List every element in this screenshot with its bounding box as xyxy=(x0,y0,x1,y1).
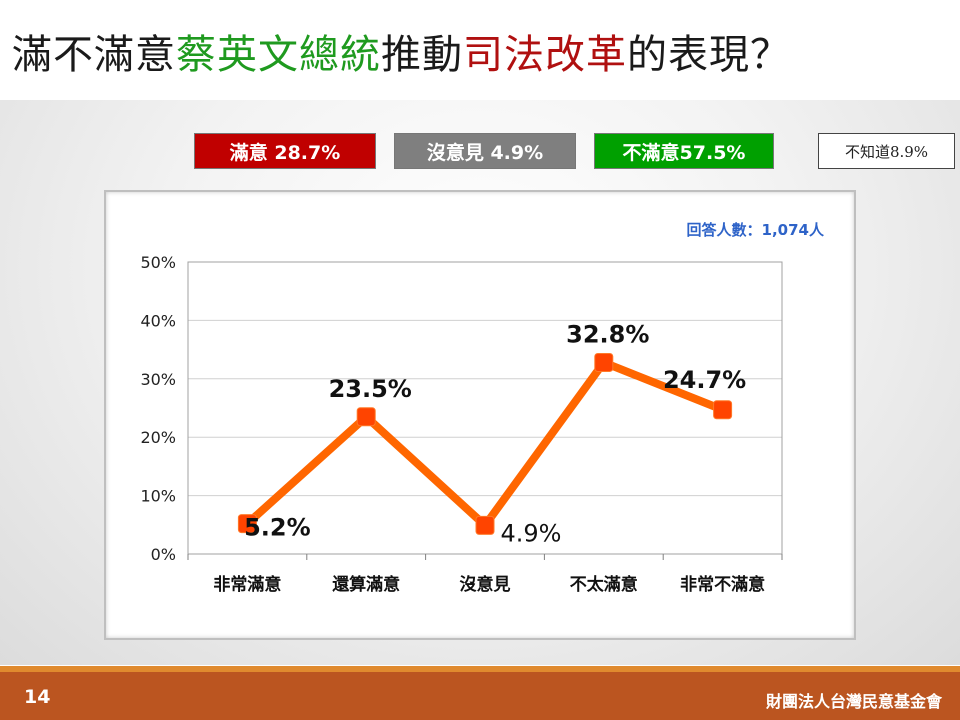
dissatisfied-badge: 不滿意57.5% xyxy=(594,133,774,169)
data-label: 32.8% xyxy=(566,320,649,348)
x-category-label: 還算滿意 xyxy=(332,574,400,595)
y-tick-label: 30% xyxy=(140,370,176,389)
title-part-1: 滿不滿意 xyxy=(12,32,176,78)
page-number: 14 xyxy=(24,686,51,708)
data-point-marker xyxy=(594,352,614,372)
y-tick-label: 10% xyxy=(140,487,176,506)
data-label: 23.5% xyxy=(329,375,412,403)
plot-area xyxy=(187,261,783,555)
dont-know-badge: 不知道8.9% xyxy=(818,133,955,169)
x-category-label: 非常滿意 xyxy=(213,574,281,595)
data-point-marker xyxy=(475,515,495,535)
data-point-marker xyxy=(356,407,376,427)
y-tick-label: 20% xyxy=(140,428,176,447)
data-point-marker xyxy=(237,514,257,534)
y-tick-label: 50% xyxy=(140,253,176,272)
title-judicial-reform: 司法改革 xyxy=(463,32,627,78)
data-point-marker xyxy=(713,400,733,420)
line-chart: 0% 10% 20% 30% 40% 50% 非常滿意 還算滿意 沒意見 不太滿意 非常不滿意 5.2… xyxy=(140,221,825,595)
title-part-5: 的表現？ xyxy=(627,32,791,78)
x-category-label: 沒意見 xyxy=(460,574,511,595)
series-line xyxy=(244,357,725,532)
x-category-label: 不太滿意 xyxy=(570,574,638,595)
x-category-label: 非常不滿意 xyxy=(680,574,765,595)
satisfied-badge: 滿意 28.7% xyxy=(194,133,376,169)
chart-frame: 0% 10% 20% 30% 40% 50% 非常滿意 還算滿意 沒意見 不太滿意 非常不滿意 5.2… xyxy=(104,190,856,640)
y-tick-label: 40% xyxy=(140,311,176,330)
data-label: 24.7% xyxy=(663,366,746,394)
page-title: 滿不滿意蔡英文總統推動司法改革的表現？ xyxy=(12,22,791,80)
title-part-3: 推動 xyxy=(381,32,463,78)
footer-bar: 14 財團法人台灣民意基金會 xyxy=(0,666,960,720)
data-label: 4.9% xyxy=(501,519,562,547)
respondents-count: 回答人數：1,074人 xyxy=(687,221,825,239)
title-president: 蔡英文總統 xyxy=(176,32,381,78)
y-tick-label: 0% xyxy=(151,545,176,564)
no-opinion-badge: 沒意見 4.9% xyxy=(394,133,576,169)
data-label: 5.2% xyxy=(244,514,311,542)
organization-name: 財團法人台灣民意基金會 xyxy=(765,692,942,711)
